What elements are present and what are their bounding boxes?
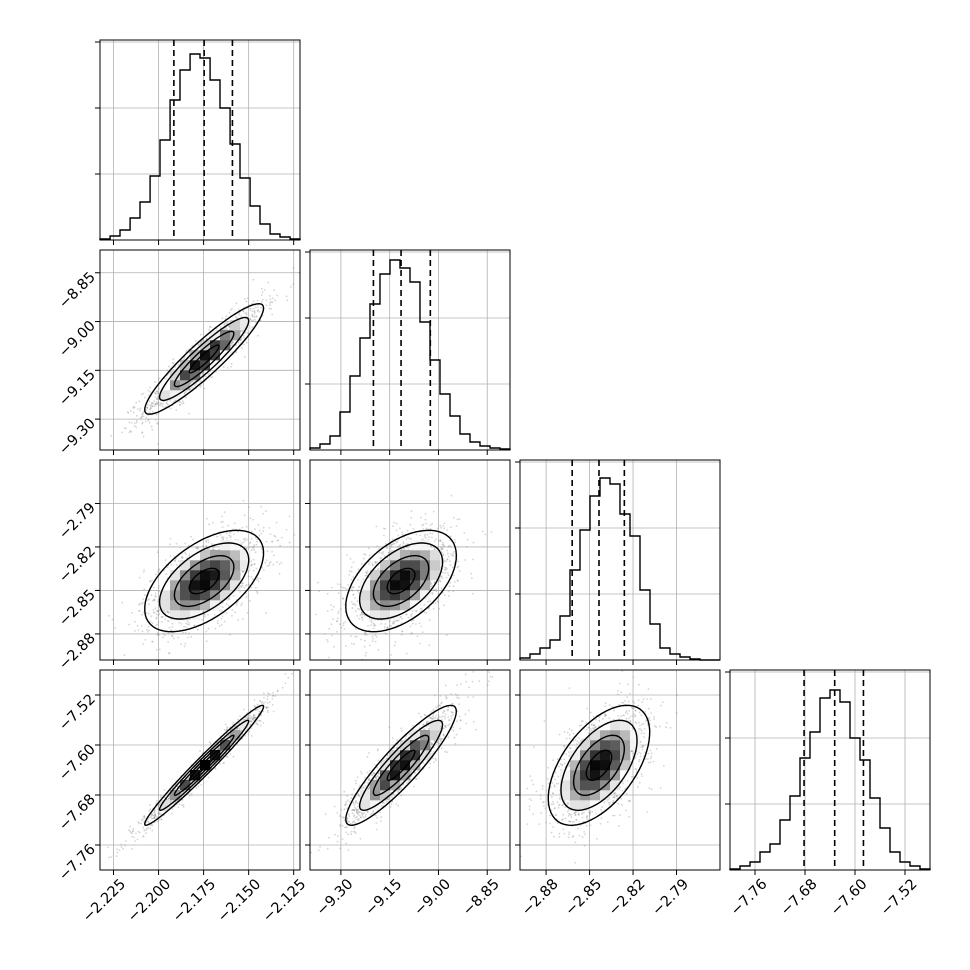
x-tick-label: −2.175	[170, 876, 219, 925]
x-tick-label: −7.52	[878, 876, 921, 919]
panel-frame	[519, 669, 721, 871]
y-tick-label: −7.68	[56, 792, 99, 835]
x-tick-label: −2.225	[80, 876, 129, 925]
x-tick-label: −9.00	[411, 876, 454, 919]
x-tick-label: −7.68	[778, 876, 821, 919]
panel-frame	[99, 249, 301, 451]
y-tick-label: −9.30	[56, 416, 99, 459]
x-tick-label: −8.85	[460, 876, 503, 919]
y-tick-label: −9.15	[56, 367, 99, 410]
density-panel-2-0	[95, 459, 301, 665]
y-tick-label: −2.79	[56, 500, 99, 543]
contour-level-1	[173, 734, 235, 797]
x-tick-label: −9.30	[314, 876, 357, 919]
y-tick-label: −9.00	[56, 318, 99, 361]
panel-background	[730, 670, 930, 870]
y-tick-label: −2.82	[56, 544, 99, 587]
histogram-step-line	[729, 689, 931, 870]
panel-frame	[99, 669, 301, 871]
y-tick-label: −2.85	[56, 587, 99, 630]
density-panel-2-1	[305, 459, 511, 665]
histogram-panel-2	[515, 459, 721, 665]
x-tick-label: −7.60	[828, 876, 871, 919]
y-tick-label: −7.60	[56, 742, 99, 785]
x-tick-label: −2.85	[562, 876, 605, 919]
x-tick-label: −2.150	[215, 876, 264, 925]
contour-level-2	[560, 719, 638, 812]
panel-frame	[99, 459, 301, 661]
x-tick-label: −2.200	[125, 876, 174, 925]
histogram-step-line	[99, 53, 301, 240]
contour-level-0	[188, 567, 220, 595]
density-panel-3-1	[305, 669, 511, 875]
x-tick-label: −7.76	[728, 876, 771, 919]
density-panel-3-0	[95, 669, 301, 875]
contour-level-2	[158, 719, 250, 812]
contour-level-0	[386, 567, 416, 595]
contour-level-3	[144, 529, 265, 633]
y-tick-label: −8.85	[56, 269, 99, 312]
y-tick-label: −7.76	[56, 842, 99, 885]
histogram-panel-3	[725, 669, 931, 875]
contour-level-0	[188, 749, 220, 781]
histogram-panel-0	[95, 39, 301, 245]
panel-frame	[99, 39, 301, 241]
histogram-step-line	[309, 259, 511, 450]
histogram-panel-1	[305, 249, 511, 455]
panel-frame	[729, 669, 931, 871]
contour-level-2	[158, 316, 250, 402]
contour-level-0	[585, 749, 613, 781]
histogram-step-line	[519, 477, 720, 661]
contour-level-2	[358, 542, 444, 620]
contour-level-2	[158, 542, 250, 620]
contour-level-1	[572, 734, 625, 796]
panel-frame	[309, 669, 511, 871]
x-tick-label: −2.82	[606, 876, 649, 919]
density-shading	[360, 540, 441, 621]
contour-level-1	[173, 555, 235, 608]
contour-level-3	[547, 704, 651, 827]
panel-background	[310, 250, 510, 450]
x-tick-label: −9.15	[363, 876, 406, 919]
panel-frame	[519, 459, 721, 661]
y-tick-label: −7.52	[56, 692, 99, 735]
contour-level-1	[173, 330, 235, 388]
y-tick-label: −2.88	[56, 630, 99, 673]
contour-level-1	[372, 555, 430, 607]
panel-background	[100, 40, 300, 240]
contour-level-3	[143, 302, 265, 415]
density-panel-3-2	[515, 669, 721, 875]
x-tick-label: −2.88	[519, 876, 562, 919]
x-tick-label: −2.79	[649, 876, 692, 919]
contour-level-1	[372, 734, 430, 796]
density-panel-1-0	[95, 249, 301, 455]
panel-frame	[309, 249, 511, 451]
panel-frame	[309, 459, 511, 661]
contour-level-2	[358, 719, 444, 812]
contour-level-0	[386, 749, 416, 781]
contour-level-0	[188, 344, 220, 374]
x-tick-label: −2.125	[260, 876, 309, 925]
contour-level-3	[143, 704, 265, 827]
contour-level-3	[345, 704, 458, 827]
contour-level-3	[345, 529, 458, 633]
